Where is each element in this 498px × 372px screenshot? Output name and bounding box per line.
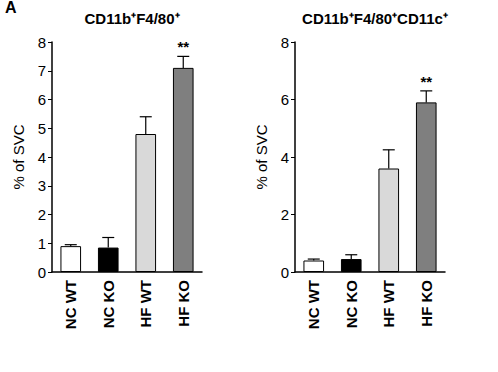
- svg-text:% of SVC: % of SVC: [10, 124, 27, 189]
- svg-text:3: 3: [38, 177, 46, 194]
- svg-text:**: **: [177, 38, 189, 55]
- svg-text:NC WT: NC WT: [62, 280, 79, 329]
- svg-text:CD11b⁺F4/80⁺: CD11b⁺F4/80⁺: [84, 10, 179, 27]
- svg-text:1: 1: [38, 235, 46, 252]
- svg-text:7: 7: [38, 62, 46, 79]
- svg-text:HF WT: HF WT: [137, 280, 154, 327]
- svg-text:0: 0: [281, 264, 289, 281]
- svg-text:NC KO: NC KO: [100, 280, 117, 329]
- svg-text:6: 6: [38, 91, 46, 108]
- svg-text:2: 2: [281, 206, 289, 223]
- svg-text:4: 4: [281, 149, 289, 166]
- svg-text:HF KO: HF KO: [418, 280, 435, 327]
- svg-text:HF WT: HF WT: [380, 280, 397, 327]
- svg-text:NC KO: NC KO: [343, 280, 360, 329]
- svg-text:HF KO: HF KO: [175, 280, 192, 327]
- svg-text:4: 4: [38, 149, 46, 166]
- svg-text:A: A: [5, 0, 17, 16]
- svg-text:0: 0: [38, 264, 46, 281]
- svg-text:% of SVC: % of SVC: [253, 124, 270, 189]
- svg-text:NC WT: NC WT: [305, 280, 322, 329]
- svg-text:6: 6: [281, 91, 289, 108]
- svg-text:8: 8: [281, 34, 289, 51]
- svg-text:CD11b⁺F4/80⁺CD11c⁺: CD11b⁺F4/80⁺CD11c⁺: [302, 10, 448, 27]
- svg-text:5: 5: [38, 120, 46, 137]
- svg-text:**: **: [420, 73, 432, 90]
- svg-text:2: 2: [38, 206, 46, 223]
- svg-text:8: 8: [38, 34, 46, 51]
